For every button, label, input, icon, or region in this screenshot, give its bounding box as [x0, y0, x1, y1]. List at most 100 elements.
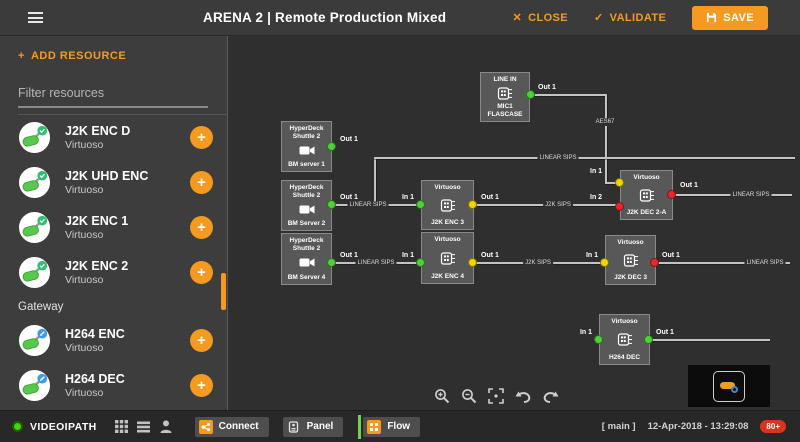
save-label: SAVE [723, 11, 754, 24]
wire-label-linear-sips: LINEAR SIPS [347, 201, 389, 209]
node-bm-server-4[interactable]: HyperDeck Shuttle 2 BM Server 4 [281, 233, 332, 285]
resource-name: J2K ENC D [65, 123, 131, 138]
menu-icon[interactable] [28, 12, 43, 23]
mode-buttons: Connect Panel Flow [194, 414, 421, 439]
wire-label-linear-sips: LINEAR SIPS [537, 154, 579, 162]
resource-name: J2K ENC 2 [65, 258, 129, 273]
resource-sidebar: + ADD RESOURCE J2K ENC D [0, 36, 228, 410]
alarm-count-badge[interactable]: 80+ [760, 420, 786, 433]
zoom-in-icon[interactable] [433, 387, 451, 405]
node-name: BM Server 4 [287, 273, 326, 281]
statusbar-right: [ main ] 12-Apr-2018 - 13:29:08 80+ [602, 420, 790, 433]
port-out[interactable] [667, 190, 676, 199]
port-out[interactable] [327, 142, 336, 151]
flow-active-indicator [358, 414, 362, 439]
fit-to-screen-icon[interactable] [487, 387, 505, 405]
undo-icon[interactable] [514, 387, 532, 405]
wire-label-j2k-sips: J2K SIPS [543, 201, 573, 209]
filter-resources-input[interactable] [18, 82, 208, 108]
add-to-canvas-button[interactable]: + [190, 216, 213, 239]
resource-type: Virtuoso [65, 183, 104, 196]
node-bm-server-1[interactable]: HyperDeck Shuttle 2 BM server 1 [281, 121, 332, 172]
wire-label-linear-sips: LINEAR SIPS [730, 191, 772, 199]
resource-item-h264-dec[interactable]: H264 DEC Virtuoso + [0, 363, 227, 408]
resource-item-j2k-enc-1[interactable]: J2K ENC 1 Virtuoso + [0, 205, 227, 250]
node-j2k-enc-4[interactable]: Virtuoso J2K ENC 4 [421, 232, 474, 284]
resource-text: J2K ENC 2 Virtuoso [65, 259, 190, 287]
port-out[interactable] [644, 335, 653, 344]
panel-label: Panel [306, 421, 334, 432]
device-avatar-icon [18, 166, 51, 199]
zoom-out-icon[interactable] [460, 387, 478, 405]
wire [605, 182, 621, 184]
resource-item-j2k-enc-d[interactable]: J2K ENC D Virtuoso + [0, 115, 227, 160]
flow-canvas[interactable]: AES67 LINEAR SIPS LINEAR SIPS J2K SIPS L… [228, 36, 800, 410]
minimap[interactable] [688, 365, 770, 407]
add-to-canvas-button[interactable]: + [190, 126, 213, 149]
node-mic1-flascase[interactable]: LINE IN MIC1 FLASCASE [480, 72, 530, 122]
node-j2k-enc-3[interactable]: Virtuoso J2K ENC 3 [421, 180, 474, 230]
node-j2k-dec-3[interactable]: Virtuoso J2K DEC 3 [605, 235, 656, 285]
node-name: BM server 1 [288, 160, 325, 168]
port-in[interactable] [416, 200, 425, 209]
device-avatar-icon [18, 256, 51, 289]
wire [533, 94, 605, 96]
add-to-canvas-button[interactable]: + [190, 374, 213, 397]
resource-text: J2K ENC 1 Virtuoso [65, 214, 190, 242]
sidebar-scrollbar[interactable] [221, 273, 226, 310]
node-j2k-dec-2a[interactable]: Virtuoso J2K DEC 2-A [620, 170, 673, 220]
flow-button[interactable]: Flow [358, 414, 421, 439]
port-out[interactable] [468, 200, 477, 209]
port-label-out: Out 1 [481, 252, 499, 259]
node-title: HyperDeck [289, 237, 324, 244]
port-in[interactable] [615, 178, 624, 187]
user-icon[interactable] [158, 419, 174, 435]
wire [605, 94, 607, 184]
port-out[interactable] [650, 258, 659, 267]
wire-label-aes67: AES67 [593, 118, 617, 126]
minimap-node-icon [731, 385, 738, 393]
port-out[interactable] [327, 258, 336, 267]
port-label-out: Out 1 [340, 252, 358, 259]
resource-item-j2k-enc-2[interactable]: J2K ENC 2 Virtuoso + [0, 250, 227, 295]
node-title: Shuttle 2 [292, 191, 321, 199]
port-in[interactable] [416, 258, 425, 267]
save-button[interactable]: SAVE [692, 5, 768, 30]
statusbar: VIDEOIPATH Connect Panel [0, 410, 800, 442]
resource-text: H264 DEC Virtuoso [65, 372, 190, 400]
port-in[interactable] [600, 258, 609, 267]
port-out[interactable] [327, 200, 336, 209]
redo-icon[interactable] [541, 387, 559, 405]
node-h264-dec[interactable]: Virtuoso H264 DEC [599, 314, 650, 365]
port-label-out: Out 1 [340, 136, 358, 143]
node-bm-server-2[interactable]: HyperDeck Shuttle 2 BM Server 2 [281, 180, 332, 231]
port-out[interactable] [526, 90, 535, 99]
add-to-canvas-button[interactable]: + [190, 261, 213, 284]
close-button[interactable]: ✕ CLOSE [513, 11, 569, 25]
port-out[interactable] [468, 258, 477, 267]
add-resource-label: ADD RESOURCE [30, 50, 127, 62]
minimap-viewport [713, 370, 745, 402]
add-to-canvas-button[interactable]: + [190, 171, 213, 194]
connect-button[interactable]: Connect [194, 416, 269, 437]
validate-button[interactable]: ✓ VALIDATE [594, 11, 666, 25]
apps-grid-icon[interactable] [114, 419, 130, 435]
node-name: J2K DEC 3 [614, 273, 647, 281]
port-in[interactable] [615, 202, 624, 211]
flow-icon [367, 419, 382, 434]
resource-item-h264-enc[interactable]: H264 ENC Virtuoso + [0, 318, 227, 363]
add-to-canvas-button[interactable]: + [190, 329, 213, 352]
resource-item-j2k-uhd-enc[interactable]: J2K UHD ENC Virtuoso + [0, 160, 227, 205]
port-label-in: In 1 [579, 329, 592, 336]
panel-button[interactable]: Panel [282, 416, 344, 437]
device-avatar-icon [18, 121, 51, 154]
port-label-out: Out 1 [481, 194, 499, 201]
list-view-icon[interactable] [136, 419, 152, 435]
port-in[interactable] [594, 335, 603, 344]
chip-icon [440, 251, 455, 265]
add-resource-button[interactable]: + ADD RESOURCE [18, 50, 126, 62]
node-title: HyperDeck [289, 184, 324, 191]
node-title: Virtuoso [617, 239, 644, 246]
node-name: J2K DEC 2-A [626, 208, 667, 216]
wire [651, 339, 770, 341]
